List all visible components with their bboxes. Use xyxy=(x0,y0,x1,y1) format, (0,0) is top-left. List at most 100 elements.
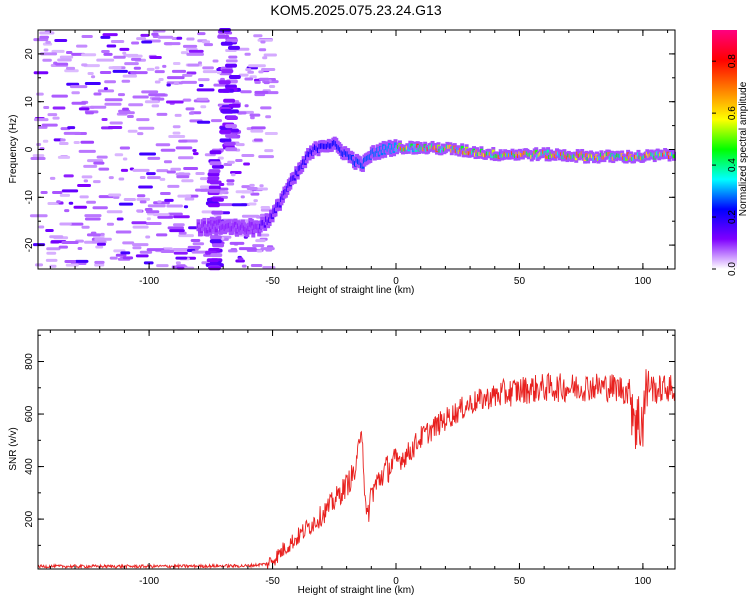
noise-blob xyxy=(122,241,135,245)
noise-blob xyxy=(77,246,83,250)
noise-blob xyxy=(177,156,194,160)
ridge-core xyxy=(534,149,538,154)
noise-blob xyxy=(146,217,151,221)
noise-blob xyxy=(188,49,204,53)
noise-blob xyxy=(219,129,232,134)
noise-blob xyxy=(73,205,88,209)
noise-blob xyxy=(52,191,63,195)
noise-blob xyxy=(118,177,125,181)
snr-x-tick-label: 0 xyxy=(393,576,399,587)
noise-blob xyxy=(227,160,235,164)
noise-blob xyxy=(181,179,194,183)
noise-blob xyxy=(209,150,222,155)
noise-blob xyxy=(136,194,146,198)
noise-blob xyxy=(39,31,55,35)
noise-blob xyxy=(244,52,251,56)
noise-blob xyxy=(197,78,210,82)
noise-blob xyxy=(192,152,199,156)
noise-blob xyxy=(132,243,149,247)
noise-blob xyxy=(61,240,79,244)
noise-blob xyxy=(154,66,160,70)
noise-blob xyxy=(157,200,162,204)
noise-blob xyxy=(258,77,270,81)
noise-blob xyxy=(146,172,156,176)
noise-blob xyxy=(43,48,49,52)
noise-blob xyxy=(101,50,110,54)
noise-blob xyxy=(254,90,269,94)
noise-blob xyxy=(58,245,68,249)
noise-blob xyxy=(209,235,222,240)
snr-ticks: -100 -50 0 50 100 200 400 600 800 xyxy=(24,330,675,587)
noise-blob xyxy=(175,172,191,176)
noise-blob xyxy=(87,159,104,163)
snr-x-tick-label: -100 xyxy=(139,576,159,587)
chart-title: KOM5.2025.075.23.24.G13 xyxy=(270,2,441,18)
colorbar-tick-label: 0.0 xyxy=(727,262,738,276)
noise-blob xyxy=(67,126,76,130)
noise-blob xyxy=(173,251,188,255)
noise-blob xyxy=(258,48,267,52)
noise-blob xyxy=(57,58,72,62)
noise-blob xyxy=(95,245,104,249)
noise-blob xyxy=(147,176,161,180)
noise-blob xyxy=(136,197,151,201)
noise-blob xyxy=(226,38,239,43)
noise-blob xyxy=(167,184,180,188)
noise-blob xyxy=(126,114,134,118)
noise-blob xyxy=(256,249,263,253)
noise-blob xyxy=(166,100,184,104)
ridge-core xyxy=(491,149,495,154)
noise-blob xyxy=(173,82,180,86)
snr-panel: -100 -50 0 50 100 200 400 600 800 Height of stra… xyxy=(8,329,676,596)
noise-blob xyxy=(119,47,130,51)
noise-blob xyxy=(81,225,90,229)
noise-blob xyxy=(263,53,277,57)
noise-blob xyxy=(255,187,268,191)
noise-blob xyxy=(49,264,57,268)
colorbar-gradient xyxy=(712,30,737,269)
noise-blob xyxy=(210,119,223,123)
noise-blob xyxy=(209,180,222,185)
noise-blob xyxy=(93,161,105,165)
noise-blob xyxy=(69,85,88,89)
noise-blob xyxy=(220,77,225,81)
spectrogram-x-tick-label: 0 xyxy=(393,276,399,287)
noise-blob xyxy=(149,55,162,59)
noise-blob xyxy=(182,44,198,48)
spectrogram-marks xyxy=(29,28,677,271)
noise-blob xyxy=(217,156,224,160)
noise-blob xyxy=(144,100,159,104)
noise-blob xyxy=(160,148,176,152)
noise-blob xyxy=(91,240,107,244)
noise-blob xyxy=(221,69,234,74)
noise-blob xyxy=(147,156,161,160)
noise-blob xyxy=(197,32,206,36)
snr-frame xyxy=(37,329,676,570)
noise-blob xyxy=(98,167,110,171)
noise-blob xyxy=(64,259,77,263)
noise-blob xyxy=(163,42,181,46)
noise-blob xyxy=(103,52,113,56)
spectrogram-y-tick-label: 0 xyxy=(24,146,35,152)
noise-blob xyxy=(83,179,89,183)
spectrogram-x-tick-label: 100 xyxy=(635,276,652,287)
noise-blob xyxy=(106,210,123,214)
noise-blob xyxy=(268,84,276,88)
noise-blob xyxy=(223,98,236,103)
noise-blob xyxy=(51,94,68,98)
noise-blob xyxy=(195,188,208,192)
noise-blob xyxy=(177,194,192,198)
ridge-core xyxy=(546,149,550,154)
noise-blob xyxy=(86,233,101,237)
colorbar-ticks: 0.0 0.2 0.4 0.6 0.8 xyxy=(712,54,738,276)
ridge-core xyxy=(545,154,549,159)
noise-blob xyxy=(122,74,138,78)
noise-blob xyxy=(155,143,171,147)
noise-blob xyxy=(106,222,114,226)
noise-blob xyxy=(250,264,263,268)
noise-blob xyxy=(45,228,54,232)
noise-blob xyxy=(96,242,106,246)
noise-blob xyxy=(211,197,224,202)
noise-blob xyxy=(228,103,241,108)
